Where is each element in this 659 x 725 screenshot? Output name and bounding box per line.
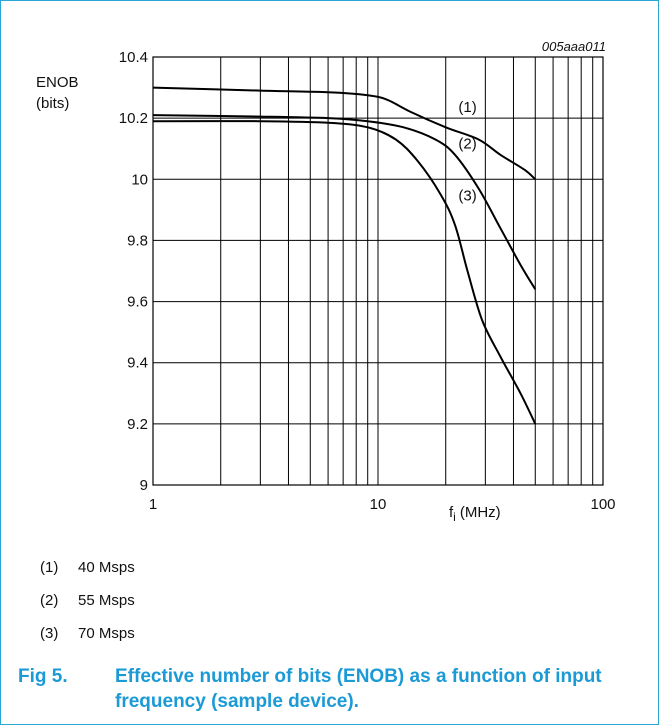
series-line <box>152 114 537 290</box>
y-axis-unit: (bits) <box>36 95 69 112</box>
caption-number: Fig 5. <box>18 666 68 687</box>
y-tick-label: 10.4 <box>119 49 148 66</box>
x-tick-label: 1 <box>149 496 157 513</box>
tick-labels: 10.4 10.2 10 9.8 9.6 9.4 9.2 91 10 100 <box>119 49 616 513</box>
legend-text: 40 Msps <box>78 559 135 576</box>
x-tick-label: 10 <box>370 496 387 513</box>
y-axis-label: ENOB <box>36 74 79 91</box>
y-tick-label: 9.2 <box>127 416 148 433</box>
y-tick-label: 9.8 <box>127 232 148 249</box>
curve-annotations: (1) (2) (3) <box>458 99 476 205</box>
series-layer <box>152 86 537 425</box>
legend: (1) 40 Msps (2) 55 Msps (3) 70 Msps <box>40 558 135 657</box>
figure-id: 005aaa011 <box>542 39 606 54</box>
legend-item: (3) 70 Msps <box>40 624 135 657</box>
curve-label: (1) <box>458 99 476 116</box>
x-axis-label-sub: i <box>453 510 456 524</box>
caption-text: Effective number of bits (ENOB) as a fun… <box>115 666 602 712</box>
legend-text: 55 Msps <box>78 592 135 609</box>
legend-item: (1) 40 Msps <box>40 558 135 591</box>
plot-border <box>152 56 604 486</box>
legend-key: (3) <box>40 625 59 642</box>
x-axis-label-main: f <box>449 504 454 521</box>
legend-key: (2) <box>40 592 59 609</box>
y-tick-label: 10 <box>131 171 148 188</box>
legend-item: (2) 55 Msps <box>40 591 135 624</box>
x-tick-label: 100 <box>590 496 615 513</box>
x-axis-unit: (MHz) <box>460 504 501 521</box>
series-line <box>152 86 536 181</box>
curve-label: (2) <box>458 136 476 153</box>
y-tick-label: 9 <box>140 477 148 494</box>
x-axis-label: fi (MHz) <box>449 504 501 524</box>
legend-key: (1) <box>40 559 59 576</box>
y-tick-label: 9.4 <box>127 355 148 372</box>
series-line <box>152 120 537 425</box>
y-tick-label: 10.2 <box>119 110 148 127</box>
legend-text: 70 Msps <box>78 625 135 642</box>
curve-label: (3) <box>458 188 476 205</box>
y-tick-label: 9.6 <box>127 294 148 311</box>
chart-grid <box>152 56 604 486</box>
